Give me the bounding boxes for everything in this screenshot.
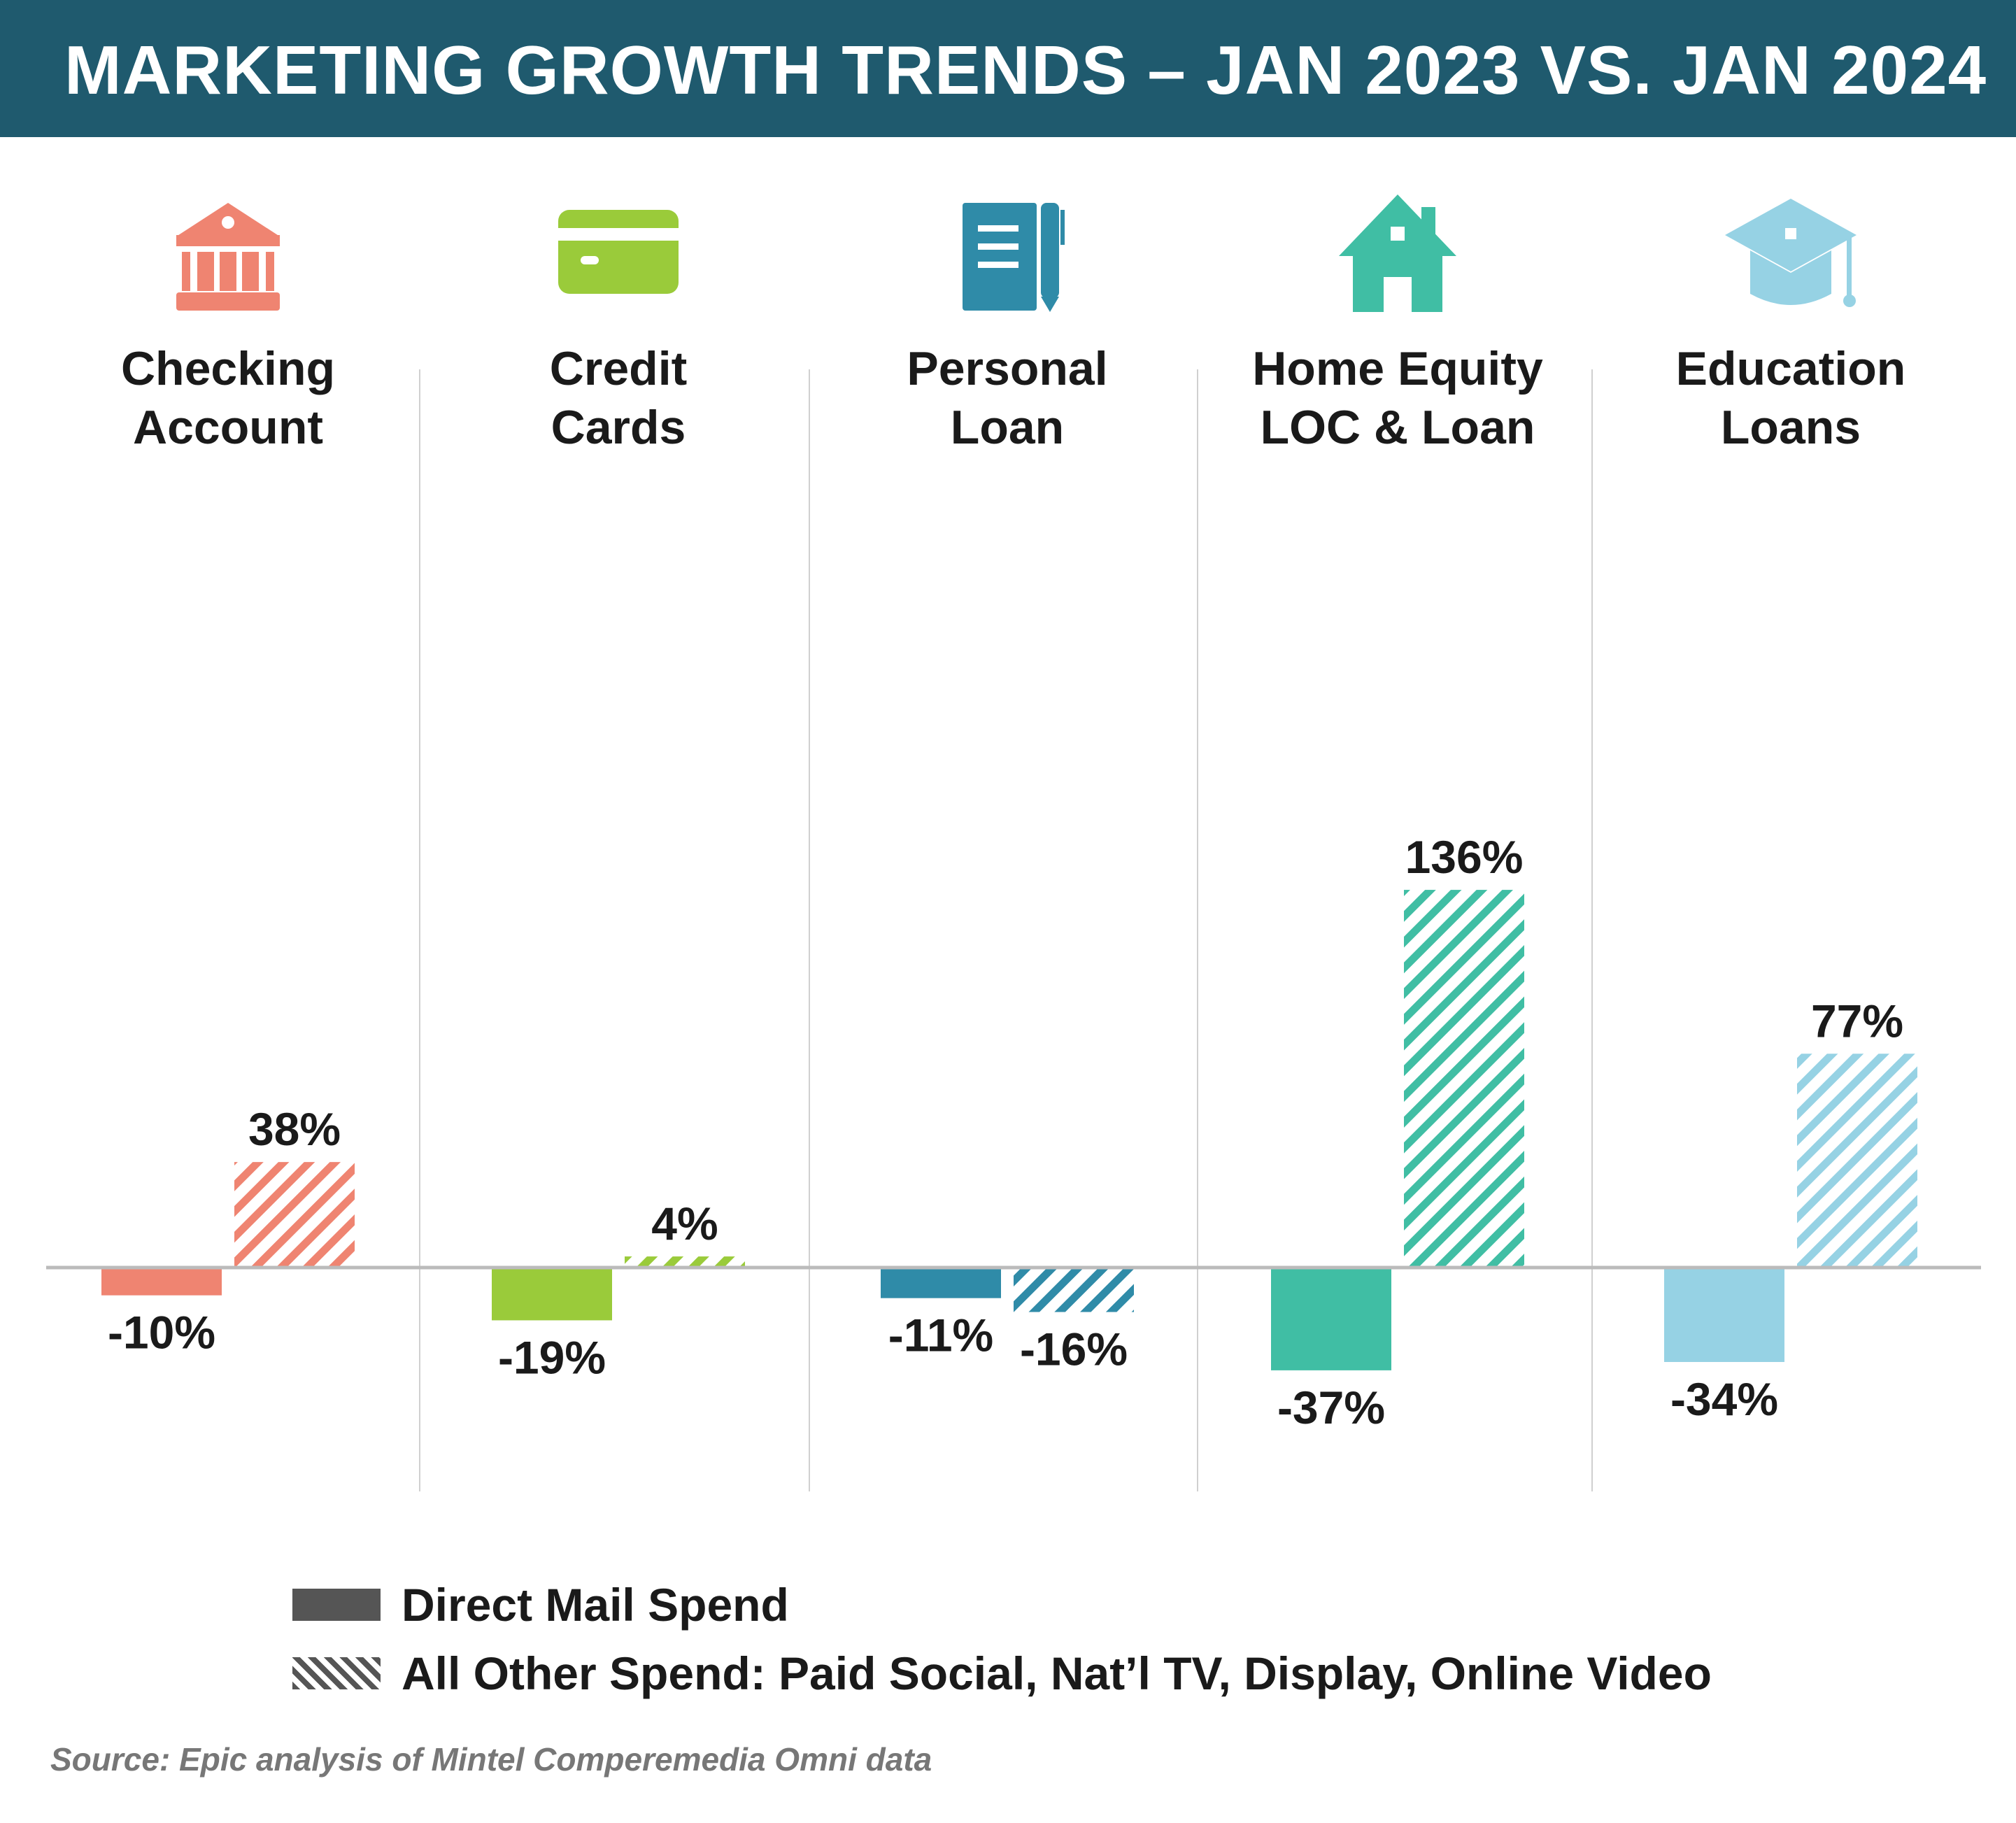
bar-direct-mail bbox=[881, 1268, 1001, 1298]
bar-direct-mail bbox=[1271, 1268, 1391, 1370]
chart-title: MARKETING GROWTH TRENDS – JAN 2023 VS. J… bbox=[64, 31, 1987, 108]
category-label: Credit Cards bbox=[550, 342, 687, 454]
category-label-line: Personal bbox=[907, 342, 1107, 395]
data-label: -34% bbox=[1670, 1373, 1778, 1425]
legend-item-direct-mail: Direct Mail Spend bbox=[292, 1579, 789, 1631]
bar-all-other bbox=[1797, 1054, 1917, 1268]
house-icon bbox=[1339, 194, 1456, 312]
category-label-line: Checking bbox=[121, 342, 335, 395]
category-label: Checking Account bbox=[121, 342, 335, 454]
legend-swatch-solid bbox=[292, 1589, 381, 1621]
data-label: 38% bbox=[248, 1103, 341, 1155]
data-label: -19% bbox=[498, 1331, 606, 1383]
source-note: Source: Epic analysis of Mintel Comperem… bbox=[50, 1741, 932, 1778]
bar-all-other bbox=[1014, 1268, 1134, 1312]
bar-direct-mail bbox=[492, 1268, 612, 1321]
legend-item-all-other: All Other Spend: Paid Social, Nat’l TV, … bbox=[292, 1647, 1712, 1699]
bar-all-other bbox=[625, 1256, 745, 1268]
category-label: Education Loans bbox=[1676, 342, 1906, 454]
data-label: -37% bbox=[1277, 1382, 1385, 1433]
legend-label-direct-mail: Direct Mail Spend bbox=[402, 1579, 789, 1631]
data-label: -10% bbox=[108, 1307, 215, 1359]
category-label: Personal Loan bbox=[907, 342, 1107, 454]
data-label: -16% bbox=[1020, 1324, 1128, 1375]
category-label-line: Education bbox=[1676, 342, 1906, 395]
bar-chart: Checking Account Credit Cards Personal Loan Ho… bbox=[46, 194, 1981, 1491]
data-label: 77% bbox=[1811, 995, 1903, 1047]
category-label-line: Loans bbox=[1721, 401, 1861, 454]
category-label-line: Loan bbox=[951, 401, 1064, 454]
category-label-line: Credit bbox=[550, 342, 687, 395]
bar-all-other bbox=[1404, 890, 1524, 1268]
bar-all-other bbox=[234, 1162, 355, 1268]
category-label-line: Home Equity bbox=[1252, 342, 1543, 395]
category-label-line: Account bbox=[133, 401, 323, 454]
data-label: -11% bbox=[888, 1310, 993, 1361]
bar-direct-mail bbox=[101, 1268, 222, 1296]
data-label: 4% bbox=[651, 1198, 718, 1249]
legend-swatch-hatched bbox=[292, 1657, 381, 1689]
bar-direct-mail bbox=[1664, 1268, 1784, 1362]
credit-card-icon bbox=[558, 210, 679, 294]
notebook-pen-icon bbox=[963, 203, 1065, 312]
category-label: Home Equity LOC & Loan bbox=[1252, 342, 1543, 454]
legend-label-all-other: All Other Spend: Paid Social, Nat’l TV, … bbox=[402, 1647, 1712, 1699]
title-banner: MARKETING GROWTH TRENDS – JAN 2023 VS. J… bbox=[0, 0, 2016, 137]
data-label: 136% bbox=[1405, 831, 1524, 883]
bank-icon bbox=[176, 203, 280, 311]
category-label-line: Cards bbox=[551, 401, 686, 454]
category-label-line: LOC & Loan bbox=[1261, 401, 1535, 454]
graduation-cap-icon bbox=[1725, 199, 1857, 307]
